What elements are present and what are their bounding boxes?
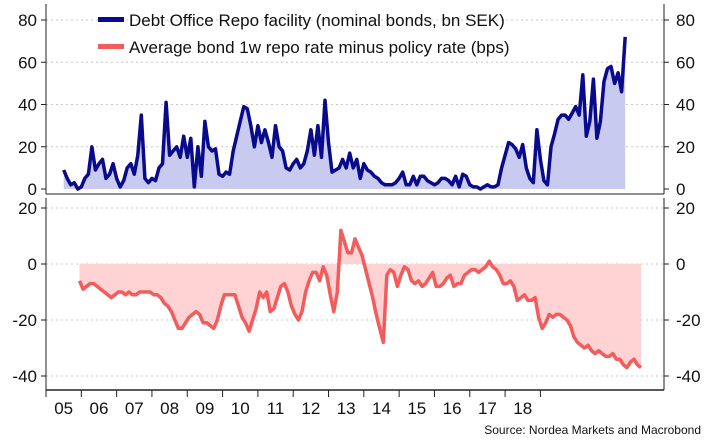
legend-swatch-repo-rate-spread — [98, 44, 124, 49]
bottom-right-tick-label: 0 — [676, 255, 685, 274]
x-tick-label: 13 — [337, 399, 356, 418]
x-tick-label: 05 — [54, 399, 73, 418]
x-tick-label: 18 — [513, 399, 532, 418]
top-right-tick-label: 0 — [676, 180, 685, 199]
legend-swatch-repo-facility — [98, 17, 124, 22]
bottom-left-tick-label: -40 — [12, 367, 37, 386]
x-tick-label: 08 — [160, 399, 179, 418]
top-left-tick-label: 40 — [18, 96, 37, 115]
top-right-tick-label: 80 — [676, 11, 695, 30]
bottom-left-tick-label: 0 — [28, 255, 37, 274]
top-left-tick-label: 20 — [18, 138, 37, 157]
x-tick-label: 17 — [478, 399, 497, 418]
repo-rate-spread-series-line — [77, 228, 643, 370]
bottom-right-tick-labels: 20 0 -20 -40 — [664, 199, 701, 386]
bottom-right-tick-label: -20 — [676, 311, 701, 330]
panel-frames — [45, 4, 665, 391]
top-left-tick-label: 60 — [18, 53, 37, 72]
x-tick-label: 07 — [125, 399, 144, 418]
bottom-right-tick-label: 20 — [676, 199, 695, 218]
x-tick-label: 09 — [195, 399, 214, 418]
x-tick-label: 10 — [231, 399, 250, 418]
top-left-tick-label: 0 — [28, 180, 37, 199]
top-left-tick-labels: 0 20 40 60 80 — [18, 11, 46, 199]
source-note: Source: Nordea Markets and Macrobond — [484, 423, 701, 437]
bottom-right-tick-label: -40 — [676, 367, 701, 386]
repo-facility-series-line — [62, 36, 627, 191]
bottom-left-tick-label: 20 — [18, 199, 37, 218]
top-right-tick-label: 20 — [676, 138, 695, 157]
x-tick-label: 16 — [443, 399, 462, 418]
repo-rate-spread-area-fill — [79, 230, 641, 368]
x-tick-label: 12 — [301, 399, 320, 418]
legend: Debt Office Repo facility (nominal bonds… — [98, 11, 510, 57]
x-axis: 05 06 07 08 09 10 11 12 13 14 15 16 17 18 — [45, 390, 541, 418]
legend-label-repo-rate-spread: Average bond 1w repo rate minus policy r… — [129, 38, 510, 57]
x-tick-label: 14 — [372, 399, 391, 418]
legend-label-repo-facility: Debt Office Repo facility (nominal bonds… — [129, 11, 505, 30]
top-right-tick-label: 40 — [676, 96, 695, 115]
top-right-tick-labels: 0 20 40 60 80 — [664, 11, 695, 199]
top-left-tick-label: 80 — [18, 11, 37, 30]
x-tick-label: 06 — [90, 399, 109, 418]
top-right-tick-label: 60 — [676, 53, 695, 72]
x-tick-label: 15 — [407, 399, 426, 418]
x-tick-label: 11 — [267, 399, 285, 418]
bottom-left-tick-labels: 20 0 -20 -40 — [12, 199, 46, 386]
bottom-left-tick-label: -20 — [12, 311, 37, 330]
